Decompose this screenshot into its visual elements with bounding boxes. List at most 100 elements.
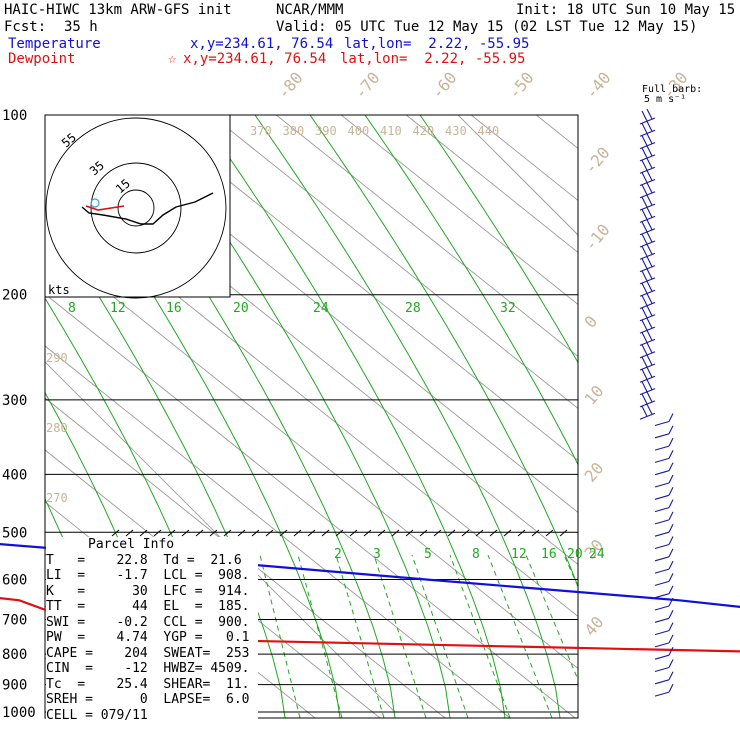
temperature-tick-label: -20 <box>581 143 614 177</box>
dry-adiabat <box>210 115 578 409</box>
dry-adiabat <box>535 115 578 149</box>
parcel-info-row: CIN = -12 HWBZ= 4509. <box>46 661 250 676</box>
pressure-tick-label: 600 <box>2 573 27 589</box>
theta-label: 410 <box>380 124 402 138</box>
mixing-ratio-line <box>373 554 427 718</box>
dry-adiabat <box>45 345 511 718</box>
mixing-ratio-line <box>335 554 385 718</box>
dry-adiabat <box>275 115 578 357</box>
barb-scale-title: Full barb: <box>642 84 702 95</box>
temperature-tick-label: 0 <box>581 312 602 332</box>
dry-adiabat <box>470 115 578 201</box>
temperature-latlon: lat,lon= 2.22, -55.95 <box>344 36 530 52</box>
mixing-ratio-line <box>411 554 469 718</box>
mixing-ratio-label: 12 <box>511 547 527 562</box>
org-label: NCAR/MMM <box>276 2 344 18</box>
parcel-info-row: Tc = 25.4 SHEAR= 11. <box>46 676 250 692</box>
dry-adiabat <box>340 115 578 305</box>
dewpoint-legend: Dewpoint <box>8 51 76 67</box>
parcel-info-row: PW = 4.74 YGP = 0.1 <box>46 630 250 645</box>
temperature-tick-label: -40 <box>582 68 615 102</box>
theta-label: 430 <box>445 124 467 138</box>
parcel-info-row: TT = 44 EL = 185. <box>46 599 250 614</box>
parcel-info-row: SWI = -0.2 CCL = 900. <box>46 614 250 630</box>
mixing-ratio-line <box>525 554 578 681</box>
temperature-xy: x,y=234.61, 76.54 <box>190 36 334 52</box>
theta-label: 390 <box>315 124 337 138</box>
temperature-tick-label: -10 <box>581 220 614 254</box>
pressure-tick-label: 700 <box>2 613 27 629</box>
wind-barbs <box>639 108 674 697</box>
temperature-tick-label: -60 <box>428 68 461 102</box>
mixing-ratio-line <box>487 554 553 718</box>
hodograph-units-label: kts <box>48 283 70 297</box>
model-title: HAIC-HIWC 13km ARW-GFS init <box>4 2 232 18</box>
theta-label: 290 <box>46 351 68 365</box>
temperature-tick-label: 10 <box>581 382 608 409</box>
temperature-tick-label: -80 <box>274 68 307 102</box>
pressure-tick-label: 200 <box>2 288 27 304</box>
theta-label: 270 <box>46 491 68 505</box>
pressure-tick-label: 300 <box>2 393 27 409</box>
theta-label: 380 <box>283 124 305 138</box>
header: HAIC-HIWC 13km ARW-GFS init NCAR/MMM Ini… <box>0 0 740 70</box>
dewpoint-xy: x,y=234.61, 76.54 <box>183 51 327 67</box>
mixing-ratio-label: 3 <box>373 547 381 562</box>
mixing-ratio-label: 24 <box>589 547 605 562</box>
parcel-info-row: CAPE = 204 SWEAT= 253 <box>46 645 250 661</box>
mixing-ratio-line <box>259 554 301 718</box>
mixing-ratio-label: 2 <box>334 547 342 562</box>
dry-adiabat <box>405 115 578 253</box>
mixing-ratio-label: 16 <box>541 547 557 562</box>
parcel-info-row: T = 22.8 Td = 21.6 <box>46 552 242 568</box>
temperature-legend: Temperature <box>8 36 101 52</box>
mixing-ratio-label: 5 <box>424 547 432 562</box>
mixing-ratio-label: 28 <box>405 301 421 316</box>
diagram-frame <box>44 114 579 719</box>
moist-adiabat <box>419 115 578 364</box>
temperature-tick-label: 40 <box>581 613 608 640</box>
pressure-tick-label: 800 <box>2 647 27 663</box>
moist-adiabat <box>364 115 578 466</box>
temperature-profile-line <box>0 543 740 608</box>
pressure-tick-label: 400 <box>2 467 27 483</box>
mixing-ratio-line <box>297 554 343 718</box>
pressure-tick-label: 1000 <box>2 705 36 721</box>
theta-label: 420 <box>413 124 435 138</box>
mixing-ratio-label: 24 <box>313 301 329 316</box>
barb-scale-value: 5 m s⁻¹ <box>644 94 686 105</box>
theta-label: 400 <box>348 124 370 138</box>
temperature-tick-label: -50 <box>505 68 538 102</box>
parcel-info-row: LI = -1.7 LCL = 908. <box>46 568 250 583</box>
mixing-ratio-label: 32 <box>500 301 516 316</box>
parcel-info-rows: T = 22.8 Td = 21.6 LI = -1.7 LCL = 908. K … <box>46 553 258 724</box>
moist-adiabat <box>199 115 506 718</box>
theta-label: 370 <box>250 124 272 138</box>
mixing-ratio-label: 20 <box>567 547 583 562</box>
temperature-tick-label: 20 <box>581 459 608 486</box>
mixing-ratio-line <box>563 554 578 588</box>
isotherm <box>457 115 578 236</box>
moist-adiabat <box>254 115 561 718</box>
parcel-info-row: SREH = 0 LAPSE= 6.0 <box>46 692 250 707</box>
parcel-info-title: Parcel Info <box>88 537 175 552</box>
parcel-info-row: K = 30 LFC = 914. <box>46 583 250 599</box>
pressure-tick-label: 500 <box>2 525 27 541</box>
valid-time: Valid: 05 UTC Tue 12 May 15 (02 LST Tue … <box>276 19 698 35</box>
parcel-info-box: Parcel Info T = 22.8 Td = 21.6 LI = -1.7 … <box>46 537 258 725</box>
temperature-tick-label: -70 <box>351 68 384 102</box>
pressure-tick-label: 900 <box>2 678 27 694</box>
theta-label: 280 <box>46 421 68 435</box>
dry-adiabat <box>45 293 576 718</box>
mixing-ratio-label: 16 <box>166 301 182 316</box>
mixing-ratio-label: 20 <box>233 301 249 316</box>
parcel-info-row: CELL = 079/11 <box>46 707 148 723</box>
dewpoint-marker-icon: ☆ <box>168 51 177 67</box>
freezing-level-hatch <box>111 529 568 537</box>
fcst-label: Fcst: <box>4 19 47 35</box>
moist-adiabat <box>309 115 578 588</box>
isotherm <box>45 361 396 713</box>
mixing-ratio-label: 8 <box>68 301 76 316</box>
